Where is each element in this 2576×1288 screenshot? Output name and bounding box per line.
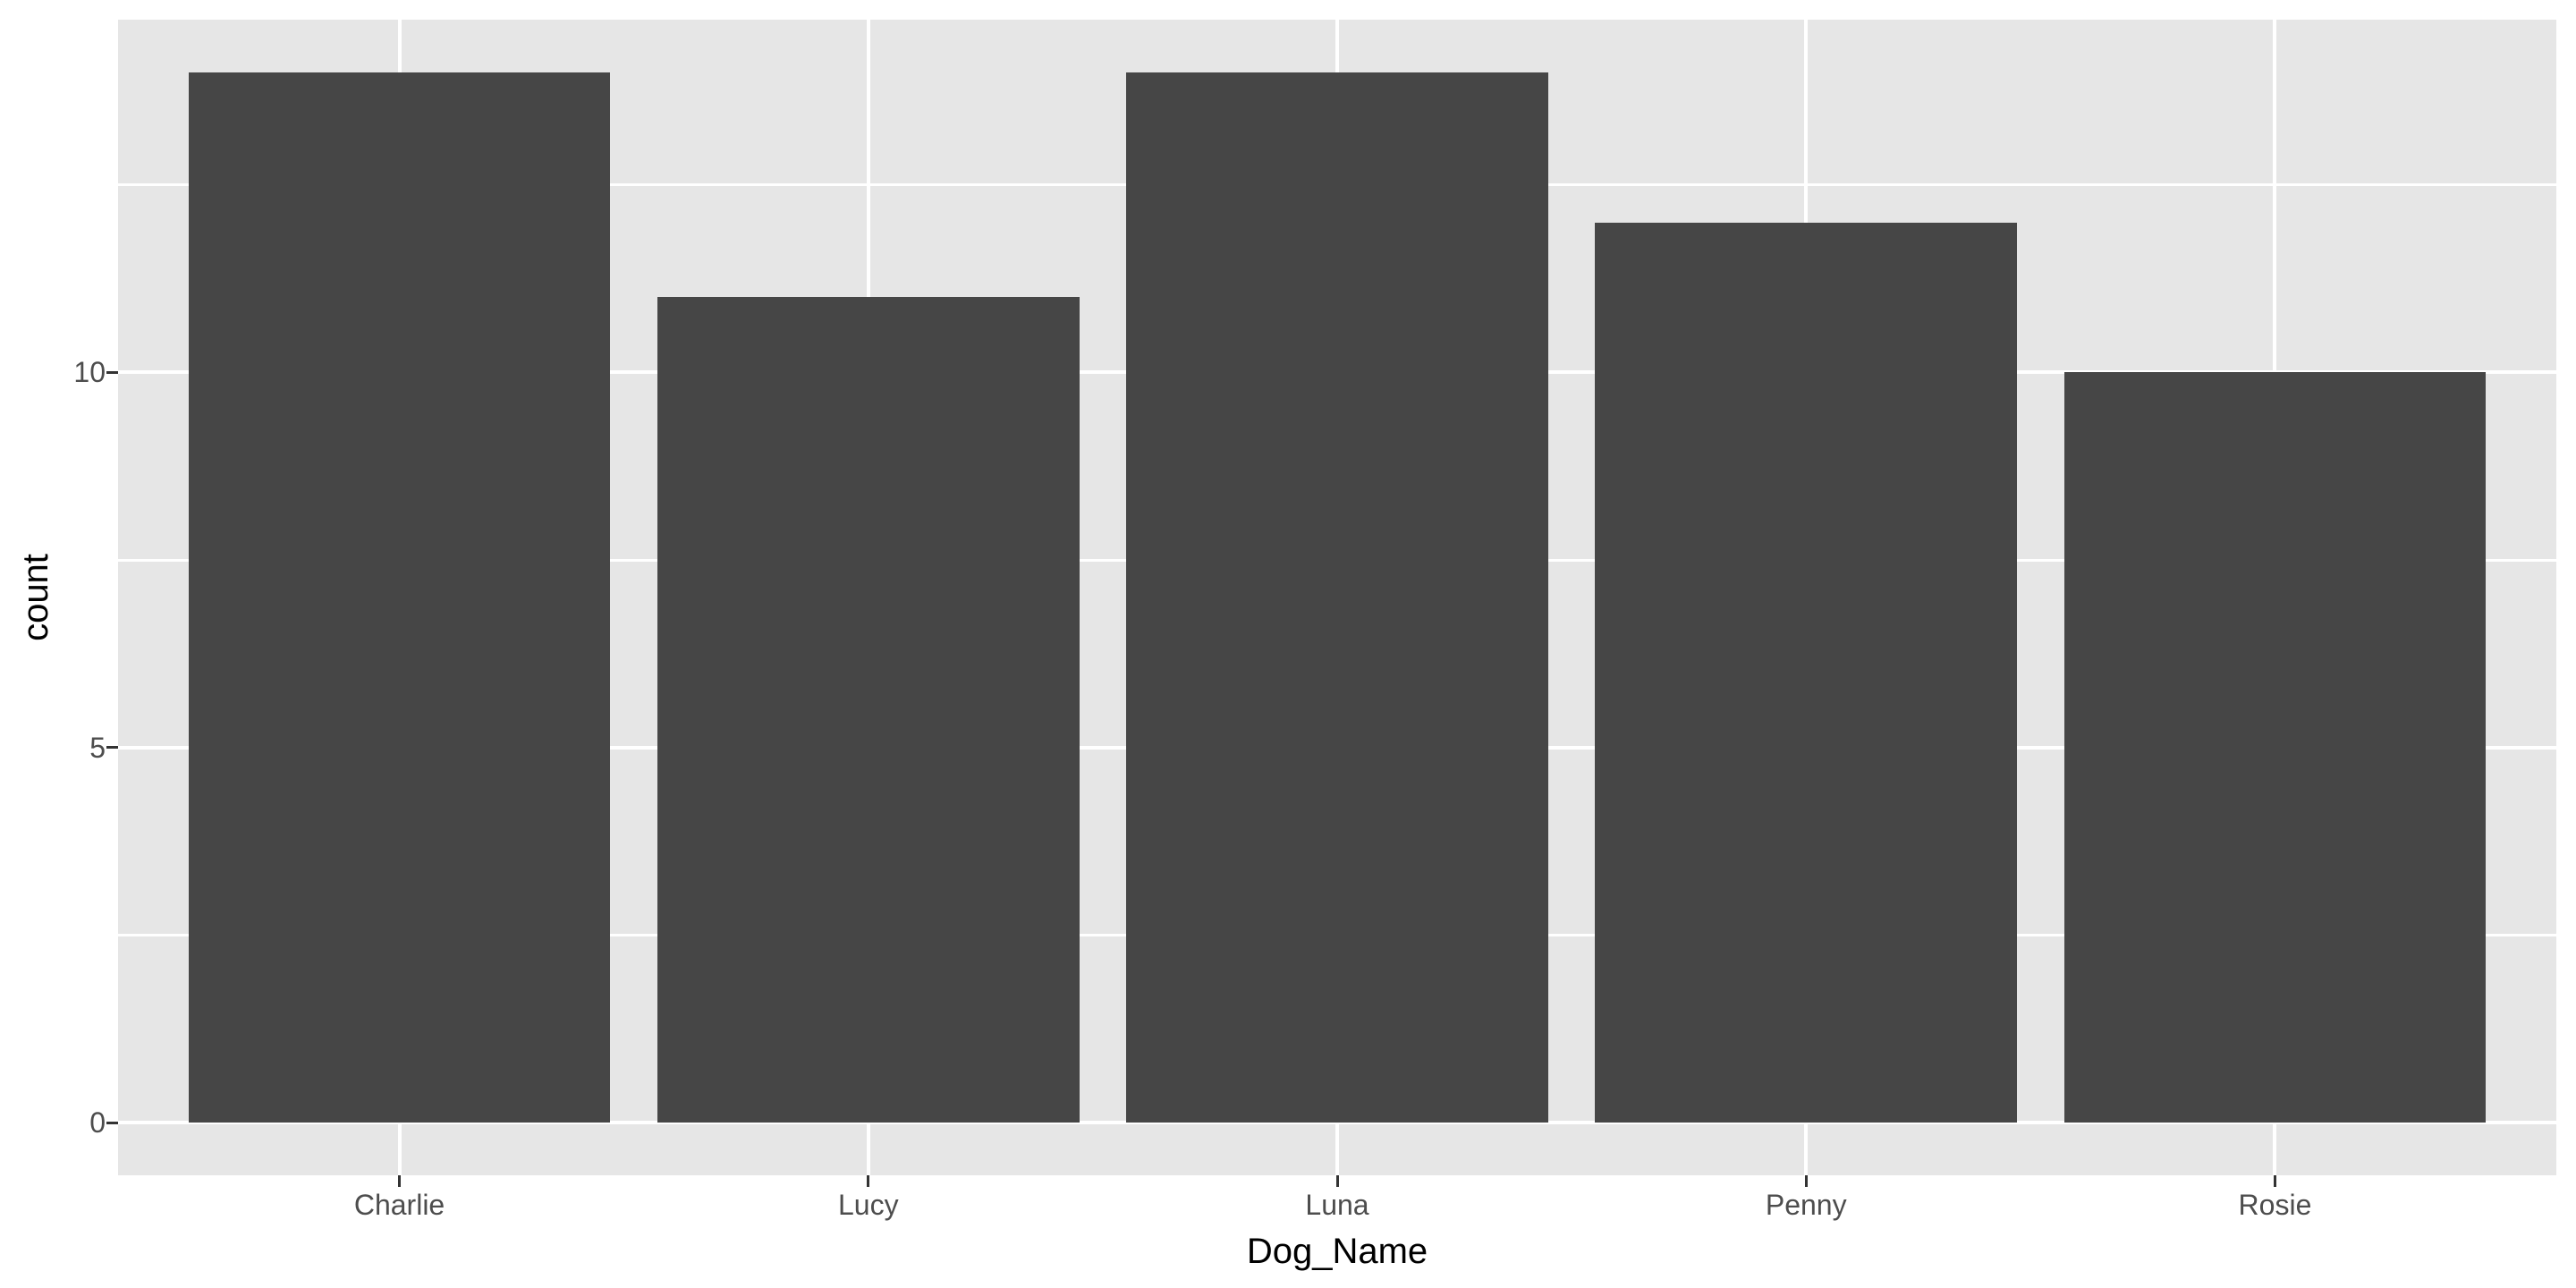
x-axis-title: Dog_Name	[1246, 1232, 1428, 1271]
x-tick-mark	[1804, 1175, 1808, 1187]
x-tick-label-luna: Luna	[1305, 1189, 1369, 1221]
y-tick-mark	[106, 1121, 118, 1124]
x-tick-label-penny: Penny	[1765, 1189, 1847, 1221]
x-tick-label-lucy: Lucy	[837, 1189, 899, 1221]
bar-lucy	[657, 297, 1080, 1123]
bar-charlie	[188, 72, 611, 1123]
x-tick-mark	[398, 1175, 402, 1187]
bar-penny	[1595, 222, 2018, 1123]
y-tick-label-10: 10	[73, 356, 106, 389]
plot-panel	[118, 20, 2556, 1175]
bar-rosie	[2063, 372, 2487, 1123]
y-axis-title: count	[16, 554, 55, 641]
y-tick-label-5: 5	[89, 731, 106, 764]
y-tick-mark	[106, 370, 118, 374]
bar-luna	[1126, 72, 1548, 1123]
x-tick-label-charlie: Charlie	[353, 1189, 445, 1221]
y-tick-label-0: 0	[89, 1106, 106, 1140]
x-tick-label-rosie: Rosie	[2238, 1189, 2312, 1221]
x-tick-mark	[2273, 1175, 2276, 1187]
x-tick-mark	[1335, 1175, 1339, 1187]
x-tick-mark	[867, 1175, 870, 1187]
y-tick-mark	[106, 746, 118, 750]
